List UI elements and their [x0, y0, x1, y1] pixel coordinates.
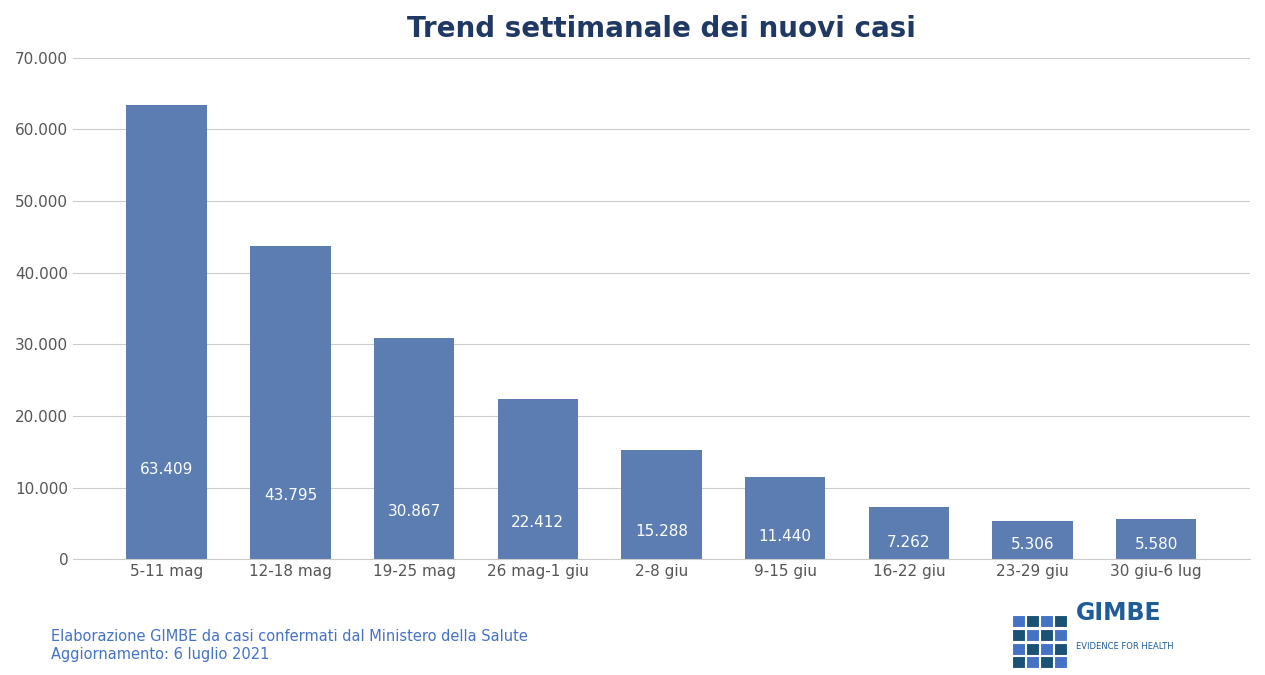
- Bar: [1026, 643, 1039, 655]
- Bar: [993, 521, 1073, 559]
- Bar: [1040, 643, 1052, 655]
- Text: 63.409: 63.409: [140, 462, 194, 477]
- Text: 15.288: 15.288: [635, 524, 688, 539]
- Bar: [1040, 616, 1052, 628]
- Bar: [1054, 643, 1066, 655]
- Bar: [126, 105, 207, 559]
- Bar: [869, 507, 949, 559]
- Text: 22.412: 22.412: [511, 515, 564, 531]
- Bar: [1040, 656, 1052, 668]
- Bar: [1054, 629, 1066, 641]
- Bar: [1012, 616, 1025, 628]
- Text: 5.580: 5.580: [1135, 537, 1178, 552]
- Bar: [1040, 629, 1052, 641]
- Bar: [1026, 616, 1039, 628]
- Bar: [250, 246, 330, 559]
- Bar: [621, 450, 702, 559]
- Text: Elaborazione GIMBE da casi confermati dal Ministero della Salute
Aggiornamento: : Elaborazione GIMBE da casi confermati da…: [51, 629, 528, 662]
- Bar: [497, 399, 578, 559]
- Text: 5.306: 5.306: [1011, 537, 1055, 552]
- Text: 30.867: 30.867: [387, 504, 440, 519]
- Text: EVIDENCE FOR HEALTH: EVIDENCE FOR HEALTH: [1075, 642, 1174, 651]
- Bar: [1116, 519, 1197, 559]
- Text: GIMBE: GIMBE: [1075, 601, 1161, 626]
- Bar: [745, 477, 825, 559]
- Bar: [1012, 643, 1025, 655]
- Text: 43.795: 43.795: [264, 487, 318, 503]
- Bar: [374, 338, 454, 559]
- Bar: [1026, 629, 1039, 641]
- Bar: [1054, 656, 1066, 668]
- Bar: [1026, 656, 1039, 668]
- Bar: [1054, 616, 1066, 628]
- Title: Trend settimanale dei nuovi casi: Trend settimanale dei nuovi casi: [407, 15, 916, 43]
- Bar: [1012, 656, 1025, 668]
- Text: 7.262: 7.262: [887, 535, 931, 549]
- Bar: [1012, 629, 1025, 641]
- Text: 11.440: 11.440: [759, 529, 812, 545]
